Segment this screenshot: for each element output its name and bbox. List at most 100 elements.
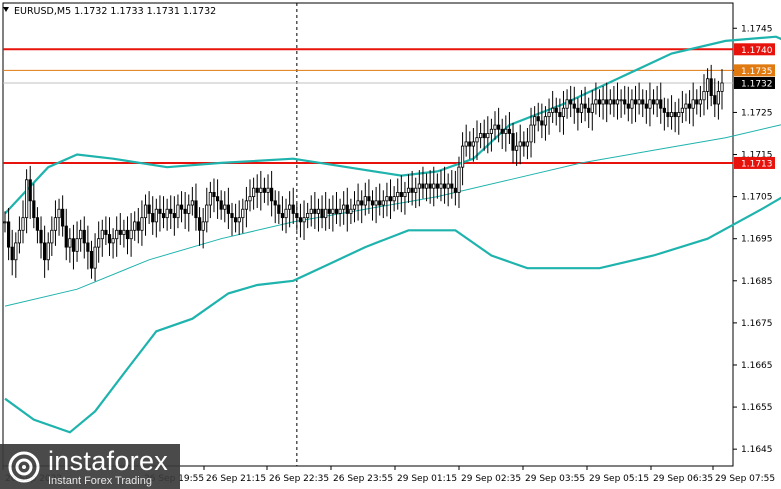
candle — [392, 186, 396, 212]
candle-body — [280, 213, 285, 219]
candle — [212, 178, 216, 213]
candle — [316, 198, 321, 232]
candle — [385, 182, 389, 217]
candle-body — [3, 221, 7, 224]
symbol-menu-arrow-icon[interactable] — [3, 7, 9, 12]
candle-body — [511, 133, 515, 151]
candle — [61, 195, 65, 237]
time-tick-label: 26 Sep 22:35 — [269, 474, 329, 484]
candle — [551, 90, 555, 123]
candle — [497, 107, 501, 143]
candle-body — [457, 166, 461, 193]
candle — [522, 131, 526, 157]
candle-body — [695, 99, 699, 105]
candle-body — [435, 183, 439, 189]
chart-title: EURUSD,M5 1.1732 1.1733 1.1731 1.1732 — [14, 6, 216, 17]
candle — [698, 85, 702, 118]
candle-body — [97, 238, 101, 248]
candle — [284, 198, 288, 234]
candle-body — [140, 217, 144, 231]
candle — [399, 175, 403, 213]
candle-body — [482, 133, 486, 139]
candle — [208, 181, 212, 219]
candle-body — [143, 204, 148, 219]
candle-body — [46, 242, 50, 261]
candle — [35, 207, 40, 244]
candle-body — [71, 238, 76, 252]
price-axis: 1.1745 1.1735 1.1725 1.1715 1.1705 1.1695 1.16… — [733, 24, 775, 455]
candle — [291, 187, 295, 224]
candle — [306, 202, 310, 229]
candle — [515, 132, 519, 166]
candle — [46, 232, 50, 271]
candle — [641, 89, 645, 118]
candle-body — [536, 116, 540, 122]
candle — [500, 118, 504, 150]
candle-body — [176, 204, 180, 219]
candle-body — [360, 200, 364, 206]
candle-body — [460, 145, 465, 168]
candle — [360, 190, 364, 224]
candle-body — [497, 124, 501, 130]
candle — [558, 98, 562, 133]
candle-body — [32, 200, 36, 219]
candle — [432, 166, 436, 207]
price-tick-label: 1.1655 — [741, 403, 773, 413]
candle — [143, 194, 148, 236]
candle — [493, 111, 497, 140]
current-price-label: 1.1732 — [741, 79, 773, 89]
candle-body — [345, 204, 349, 214]
candle-body — [392, 196, 396, 202]
candle-body — [50, 229, 54, 244]
candle-body — [385, 196, 389, 202]
candle-body — [432, 183, 436, 189]
candle-body — [125, 229, 130, 240]
candle — [313, 191, 317, 230]
candle — [345, 187, 349, 232]
candle — [298, 203, 303, 238]
candle-body — [446, 183, 450, 189]
candle-body — [410, 187, 414, 193]
candle — [388, 179, 393, 219]
candle — [428, 170, 432, 204]
candle-body — [107, 234, 112, 244]
candle-body — [486, 133, 490, 139]
candle — [154, 198, 158, 238]
candle-body — [615, 99, 620, 105]
price-tick-label: 1.1715 — [741, 151, 773, 161]
chart-frame — [2, 2, 734, 467]
candle-body — [648, 99, 652, 109]
candle — [89, 240, 94, 279]
candle — [57, 198, 61, 236]
candle — [435, 173, 439, 199]
candle — [478, 122, 483, 149]
candle-body — [659, 99, 663, 109]
candle — [547, 98, 551, 135]
candle — [482, 119, 486, 151]
candle-body — [565, 99, 569, 109]
candle-body — [169, 208, 173, 214]
candle — [288, 191, 292, 228]
candle — [233, 203, 238, 233]
candle-body — [284, 208, 288, 219]
candle-body — [151, 213, 155, 223]
price-tick-label: 1.1685 — [741, 277, 773, 287]
candle — [237, 200, 241, 235]
candle-body — [716, 90, 720, 105]
candle — [677, 98, 681, 135]
candle — [172, 196, 176, 236]
candle — [424, 173, 429, 202]
candle — [158, 195, 162, 232]
candle — [100, 219, 104, 257]
candle-body — [89, 250, 94, 269]
candle-body — [57, 208, 61, 219]
candle — [569, 85, 573, 118]
candle — [53, 200, 58, 246]
candle — [68, 228, 72, 263]
candle-body — [478, 133, 483, 139]
candle — [464, 124, 468, 157]
candle — [475, 120, 479, 160]
candle — [280, 196, 285, 231]
candle — [111, 228, 115, 259]
candle-body — [313, 208, 317, 214]
